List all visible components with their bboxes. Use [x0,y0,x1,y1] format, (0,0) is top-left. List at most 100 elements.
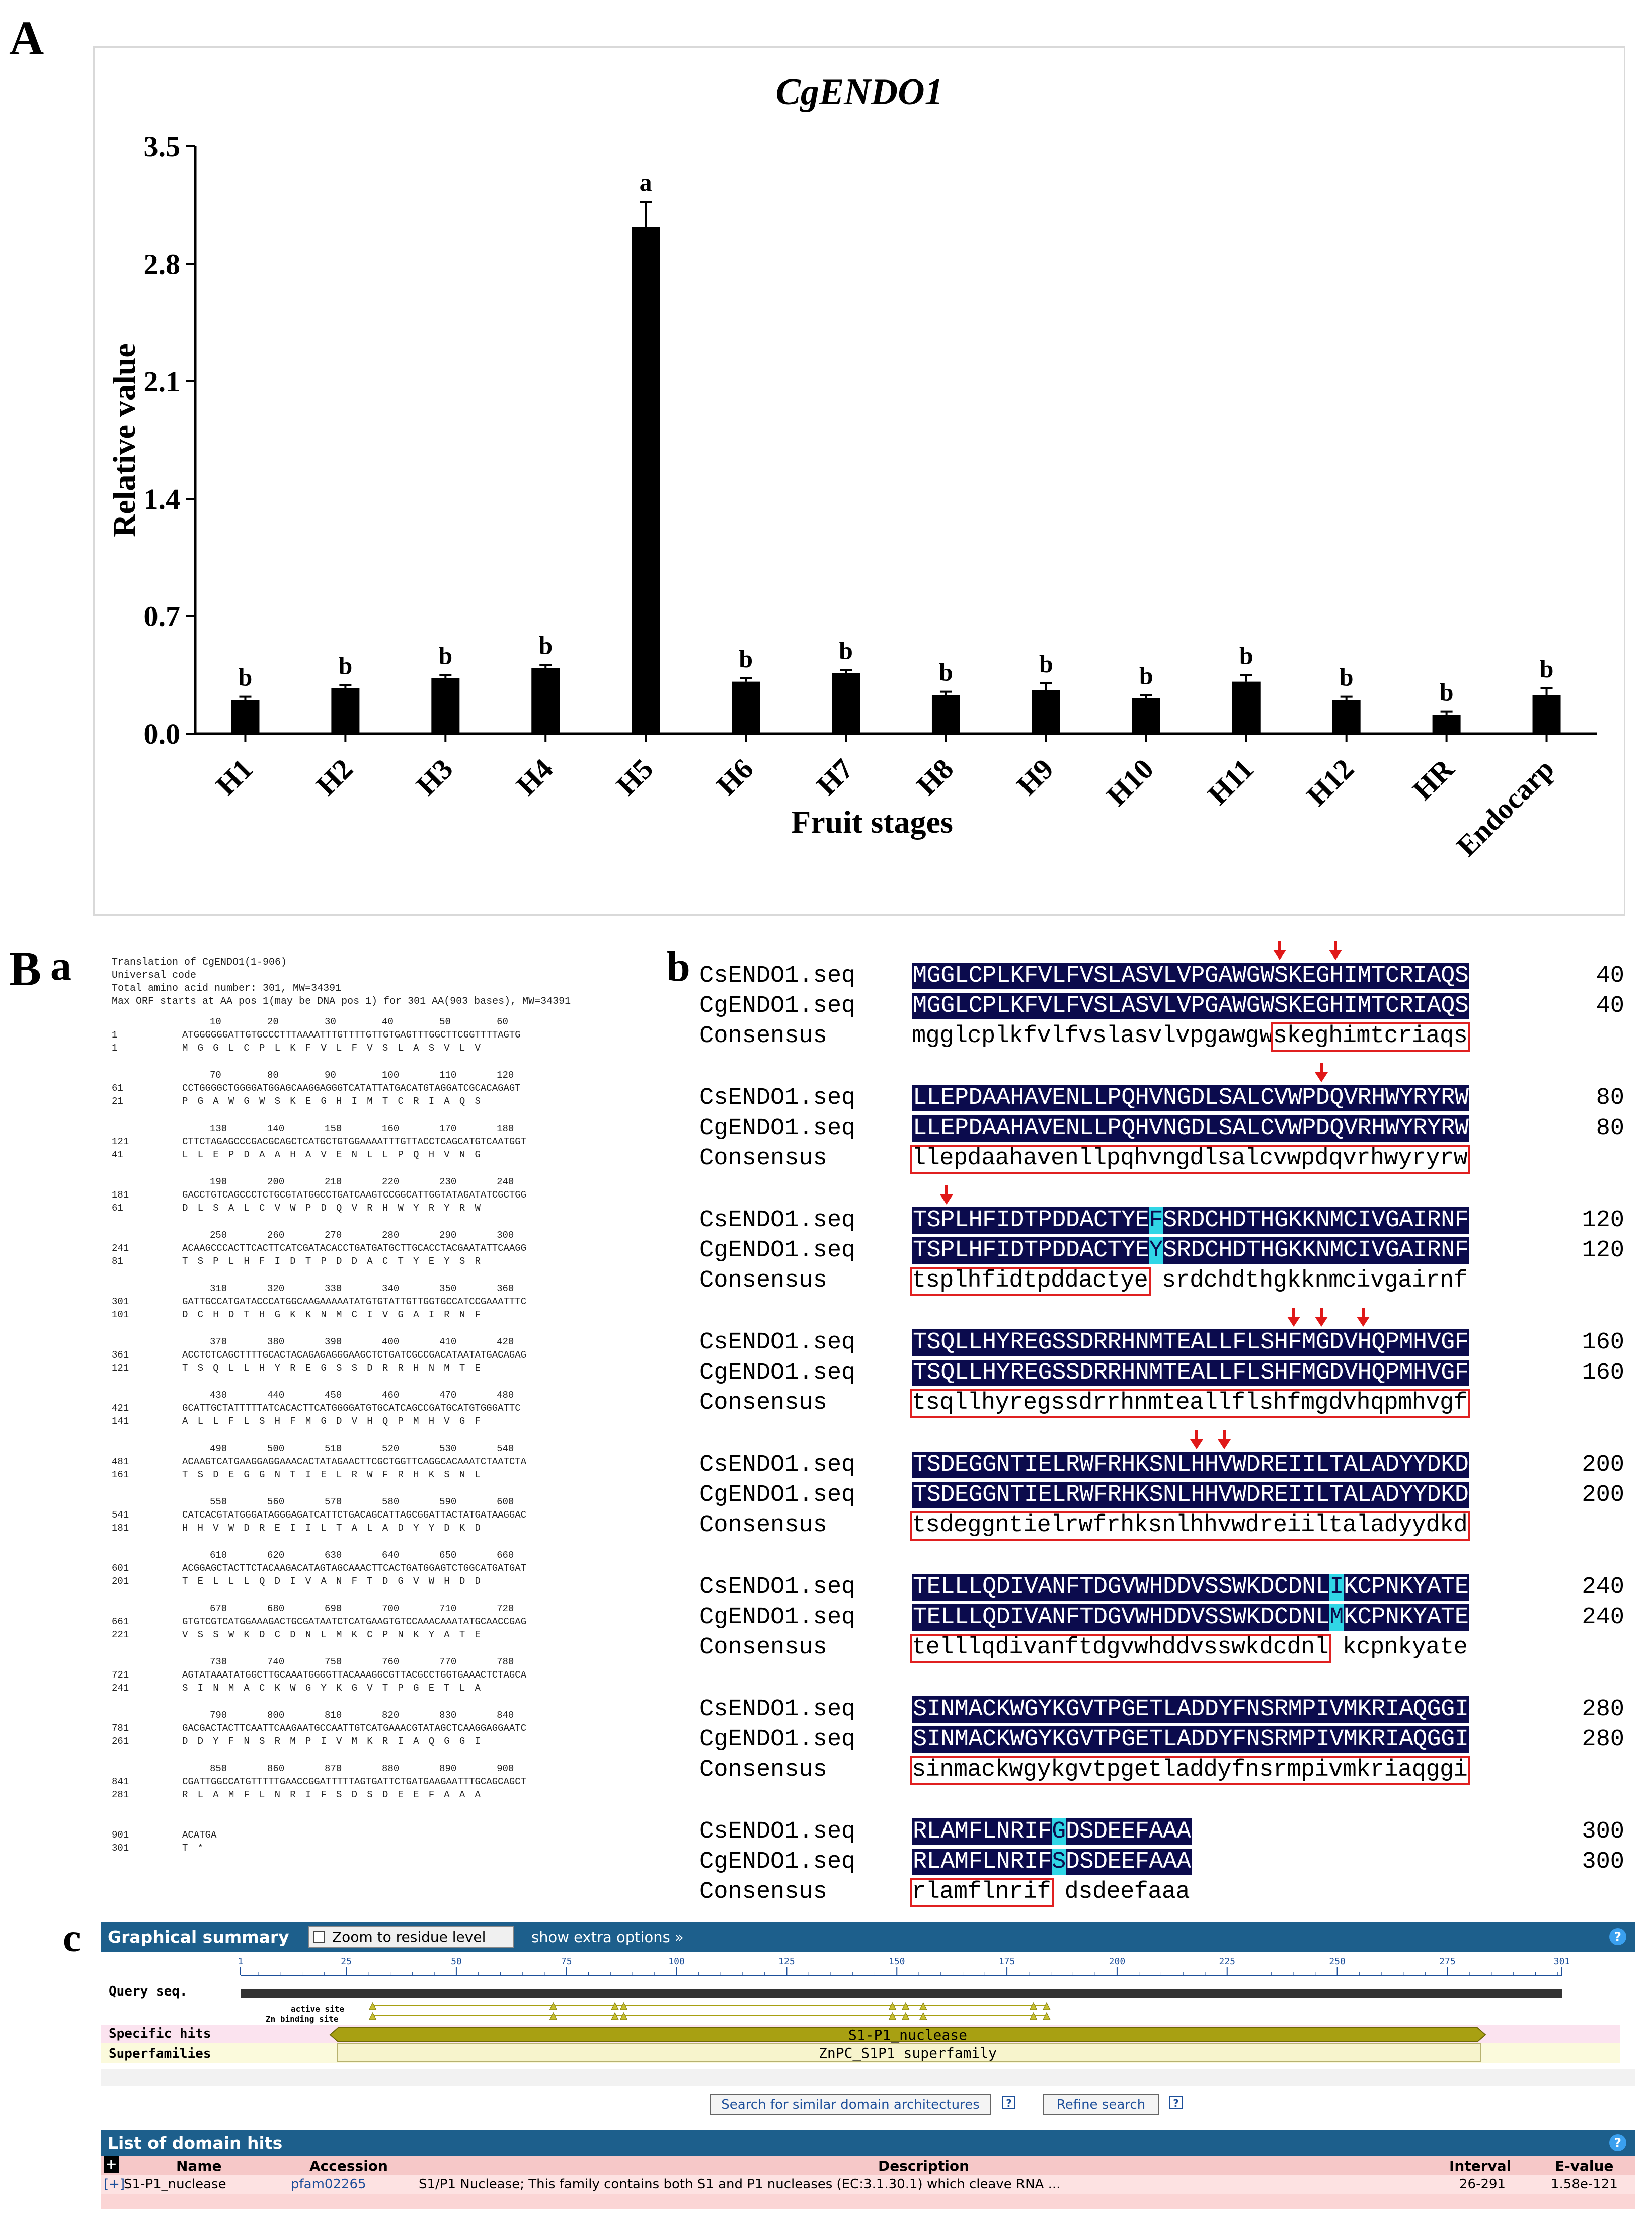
x-tick-label: H10 [1100,752,1160,812]
site-marker-icon[interactable] [1043,2012,1051,2020]
site-marker-icon[interactable] [919,2002,927,2010]
aa-sequence: D D Y F N S R M P I V M K R I A Q G G I [182,1736,481,1747]
translation-aa-line: 261 D D Y F N S R M P I V M K R I A Q G G… [112,1736,481,1747]
residue-count: 280 [1582,1726,1624,1753]
translation-ruler: 430 440 450 460 470 480 [210,1390,514,1401]
aa-position: 221 [112,1629,129,1640]
site-marker-icon[interactable] [901,2002,910,2010]
row-evalue: 1.58e-121 [1551,2177,1618,2192]
site-marker-icon[interactable] [888,2002,897,2010]
bar-H10 [1132,698,1160,734]
aa-position: 1 [112,1043,118,1054]
aa-sequence: P G A W G W S K E G H I M T C R I A Q S [182,1096,481,1107]
table-row[interactable]: [+] S1-P1_nuclease pfam02265 S1/P1 Nucle… [101,2175,1635,2194]
zn-site-label: Zn binding site [266,2014,339,2024]
aa-position: 41 [112,1149,123,1160]
consensus-box [910,1267,1151,1296]
x-tick-label: Endocarp [1450,752,1560,862]
consensus-sequence: rlamflnrif dsdeefaaa [912,1879,1190,1905]
mismatch-residue: F [1149,1207,1163,1234]
ruler-label: 75 [561,1956,572,1967]
y-tick-label: 0.0 [144,717,181,750]
col-accession[interactable]: Accession [309,2158,388,2174]
site-marker-icon[interactable] [619,2002,628,2010]
superfamily-bar[interactable] [337,2043,1481,2062]
site-marker-icon[interactable] [1029,2012,1038,2020]
bar-H3 [431,678,460,734]
specific-hits-label: Specific hits [109,2026,211,2041]
col-description[interactable]: Description [878,2158,970,2174]
dna-position: 841 [112,1776,129,1787]
row-expand-toggle[interactable]: [+] [104,2177,125,2192]
horizontal-scrollbar[interactable] [101,2069,1635,2086]
aa-sequence: D C H D T H G K K N M C I V G A I R N F [182,1309,481,1320]
site-marker-icon[interactable] [888,2012,897,2020]
aa-sequence: H H V W D R E I I L T A L A D Y Y D K D [182,1523,481,1534]
translation-header: Translation of CgENDO1(1-906) Universal c… [112,956,665,1008]
aa-position: 121 [112,1363,129,1374]
help-search-similar-icon[interactable]: ? [1002,2096,1015,2109]
specific-hit-bar[interactable] [329,2027,1486,2042]
site-marker-icon[interactable] [549,2012,558,2020]
ruler-label: 175 [999,1956,1015,1967]
translation-dna-line: 481 ACAAGTCATGAAGGAGGAAACACTATAGAACTTCGCT… [112,1456,526,1467]
translation-ruler: 610 620 630 640 650 660 [210,1550,514,1561]
site-marker-icon[interactable] [368,2002,377,2010]
aligned-sequence: TSPLHFIDTPDDACTYEFSRDCHDTHGKKNMCIVGAIRNF [912,1207,1470,1234]
consensus-sequence: llepdaahavenllpqhvngdlsalcvwpdqvrhwyryrw [912,1145,1468,1172]
col-interval[interactable]: Interval [1449,2158,1512,2174]
zoom-checkbox[interactable] [313,1931,325,1943]
sequence-name: CsENDO1.seq [699,1207,856,1234]
show-extra-options-link[interactable]: show extra options » [531,1929,684,1946]
aa-position: 281 [112,1789,129,1800]
x-tick-label: H5 [610,752,659,802]
dna-position: 241 [112,1243,129,1254]
aligned-sequence: TELLLQDIVANFTDGVWHDDVSSWKDCDNLMKCPNKYATE [912,1604,1470,1631]
site-marker-icon[interactable] [919,2012,927,2020]
zoom-to-residue-toggle[interactable]: Zoom to residue level [308,1926,514,1948]
help-icon[interactable]: ? [1609,1928,1626,1945]
query-seq-bar [241,1989,1562,1998]
translation-dna-line: 841 CGATTGGCCATGTTTTTGAACCGGATTTTTAGTGATT… [112,1776,526,1787]
dna-position: 361 [112,1349,129,1361]
list-domain-hits-title: List of domain hits [108,2133,283,2153]
translation-aa-line: 161 T S D E G G N T I E L R W F R H K S N… [112,1469,481,1480]
row-interval: 26-291 [1459,2177,1506,2192]
col-name[interactable]: Name [176,2158,222,2174]
col-evalue[interactable]: E-value [1555,2158,1614,2174]
bar-H8 [931,695,960,734]
aa-sequence: T E L L L Q D I V A N F T D G V W H D D [182,1576,481,1587]
bar-H7 [832,673,860,734]
site-marker-icon[interactable] [549,2002,558,2010]
residue-count: 80 [1596,1085,1624,1111]
aa-sequence: S I N M A C K W G Y K G V T P G E T L A [182,1683,481,1694]
site-marker-icon[interactable] [368,2012,377,2020]
refine-search-button[interactable]: Refine search [1043,2094,1159,2115]
expand-all-toggle[interactable]: + [104,2156,119,2173]
aligned-sequence: TELLLQDIVANFTDGVWHDDVSSWKDCDNLIKCPNKYATE [912,1574,1470,1601]
site-marker-icon[interactable] [619,2012,628,2020]
site-marker-icon[interactable] [901,2012,910,2020]
help-refine-icon[interactable]: ? [1169,2096,1183,2109]
consensus-label: Consensus [699,1023,827,1050]
list-help-icon[interactable]: ? [1609,2134,1626,2151]
search-similar-button[interactable]: Search for similar domain architectures [710,2094,991,2115]
site-marker-icon[interactable] [1043,2002,1051,2010]
aligned-sequence: MGGLCPLKFVLFVSLASVLVPGAWGWSKEGHIMTCRIAQS [912,963,1470,989]
y-tick-label: 0.7 [144,600,181,633]
x-tick-label: H1 [209,752,259,802]
site-marker-icon[interactable] [611,2002,619,2010]
dna-sequence: ACATGA [182,1829,217,1841]
residue-count: 240 [1582,1574,1624,1601]
row-accession-link[interactable]: pfam02265 [291,2177,366,2192]
residue-count: 300 [1582,1818,1624,1845]
significance-label: b [1239,641,1253,669]
aligned-sequence: TSPLHFIDTPDDACTYEYSRDCHDTHGKKNMCIVGAIRNF [912,1237,1470,1264]
translation-aa-line: 241 S I N M A C K W G Y K G V T P G E T L… [112,1683,481,1694]
aligned-sequence: RLAMFLNRIFSDSDEEFAAA [912,1849,1192,1875]
y-axis-label: Relative value [106,343,142,537]
site-marker-icon[interactable] [611,2012,619,2020]
bar-H4 [531,668,560,734]
consensus-label: Consensus [699,1390,827,1416]
site-marker-icon[interactable] [1029,2002,1038,2010]
